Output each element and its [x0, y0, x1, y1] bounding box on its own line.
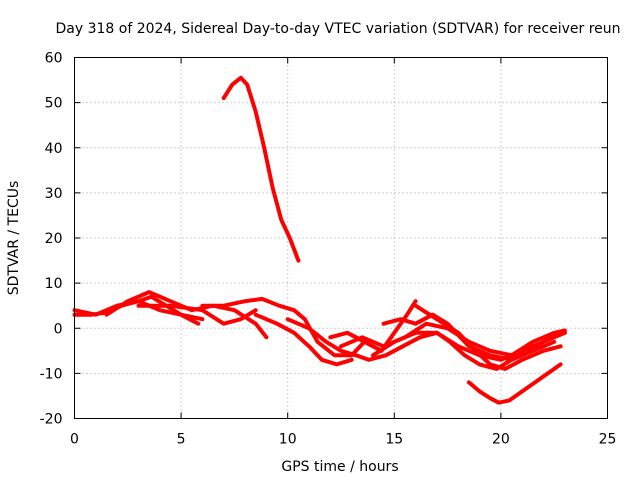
y-tick-label: -10 [40, 366, 63, 382]
y-tick-label: 40 [45, 141, 63, 157]
series-line-track-5 [136, 303, 258, 326]
y-tick-label: 30 [45, 186, 63, 202]
series-line-track-3 [72, 299, 205, 322]
y-tick-label: 10 [45, 276, 63, 292]
series-line-track-10 [371, 330, 567, 362]
x-tick-label: 0 [70, 432, 79, 448]
y-axis-label: SDTVAR / TECUs [6, 181, 22, 296]
series-layer [72, 75, 567, 405]
x-tick-label: 10 [279, 432, 297, 448]
x-tick-label: 20 [492, 432, 510, 448]
y-tick-label: -20 [40, 412, 63, 428]
series-line-track-14 [466, 362, 563, 405]
x-axis-label: GPS time / hours [281, 459, 398, 475]
y-tick-label: 60 [45, 51, 63, 67]
x-tick-label: 5 [177, 432, 186, 448]
y-tick-label: 0 [54, 321, 63, 337]
x-tick-label: 25 [599, 432, 617, 448]
y-tick-label: 50 [45, 96, 63, 112]
chart-title: Day 318 of 2024, Sidereal Day-to-day VTE… [55, 21, 620, 37]
series-line-track-11 [328, 299, 418, 353]
series-line-track-1 [221, 75, 301, 263]
plot-frame [74, 57, 608, 419]
series-line-track-6 [200, 296, 367, 358]
series-line-track-7 [253, 312, 354, 367]
y-tick-label: 20 [45, 231, 63, 247]
x-tick-label: 15 [385, 432, 403, 448]
axis-layer: 0 5 10 15 20 25 -20 -10 0 10 20 30 40 50 60 [40, 51, 617, 448]
series-line-track-13 [413, 303, 563, 371]
grid-layer [74, 57, 608, 419]
